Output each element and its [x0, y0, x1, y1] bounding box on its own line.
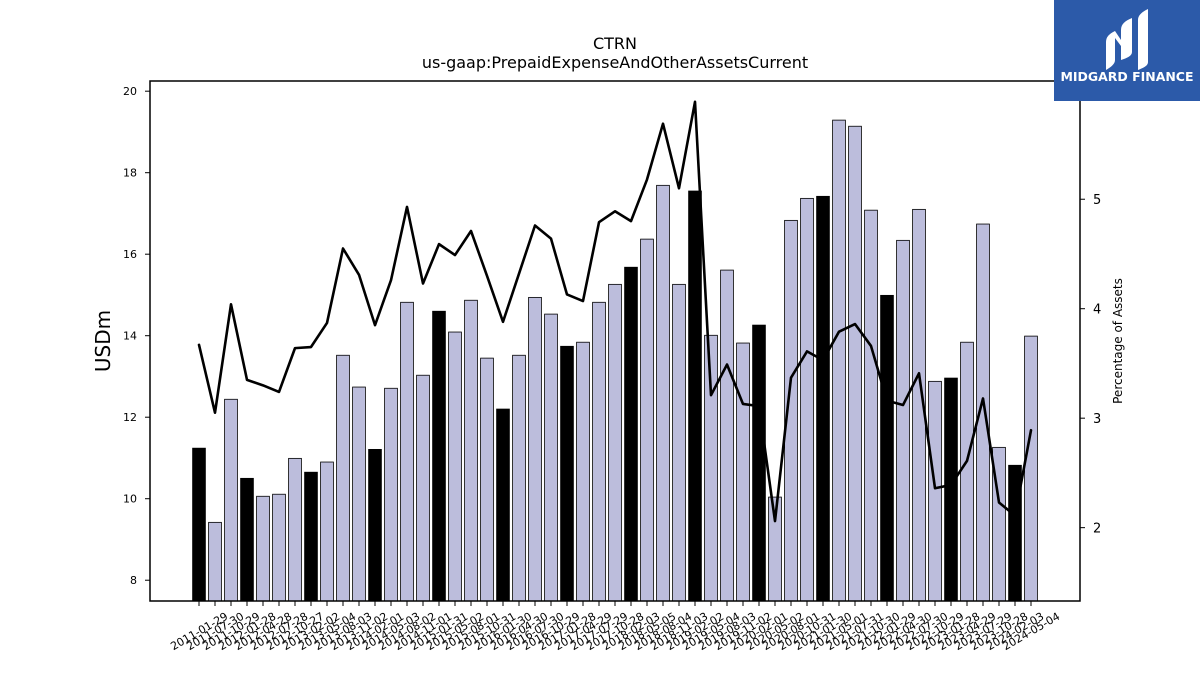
bar — [448, 331, 462, 601]
bar — [864, 209, 878, 601]
bar — [896, 239, 910, 601]
bar — [272, 493, 286, 601]
bar — [960, 341, 974, 601]
bar — [576, 341, 590, 601]
y-tick-label: 14 — [123, 330, 137, 343]
bar — [624, 266, 638, 601]
bar — [640, 238, 654, 601]
bar — [384, 387, 398, 601]
y-tick-label: 8 — [130, 574, 137, 587]
bar — [256, 495, 270, 601]
y-axis-label: USDm — [91, 310, 115, 372]
bar — [288, 457, 302, 601]
y2-axis-label: Percentage of Assets — [1111, 278, 1125, 404]
right-axis: 2 3 4 5 — [1080, 193, 1101, 537]
bar — [752, 324, 766, 601]
chart-subtitle: us-gaap:PrepaidExpenseAndOtherAssetsCurr… — [422, 53, 808, 72]
left-axis: 8 10 12 14 16 18 20 — [123, 85, 150, 587]
bar — [480, 357, 494, 601]
bar — [848, 125, 862, 601]
y2-tick-label: 5 — [1093, 193, 1101, 208]
bar — [192, 447, 206, 601]
bar — [672, 283, 686, 601]
bar — [736, 342, 750, 601]
bar — [784, 219, 798, 601]
y-tick-label: 18 — [123, 167, 137, 180]
bar — [880, 294, 894, 601]
bar — [496, 408, 510, 601]
bar — [944, 377, 958, 601]
bar — [240, 477, 254, 601]
y-tick-label: 20 — [123, 85, 137, 98]
y2-tick-label: 3 — [1093, 412, 1101, 427]
bar — [720, 269, 734, 601]
x-axis: 2011-01-292011-07-302011-10-292012-01-28… — [168, 601, 1062, 653]
bar — [528, 296, 542, 601]
bar — [928, 380, 942, 601]
bar — [800, 197, 814, 601]
bar — [464, 299, 478, 601]
bar-series — [192, 119, 1038, 601]
bar — [336, 354, 350, 601]
bar — [832, 119, 846, 601]
bar — [400, 301, 414, 601]
bar — [320, 461, 334, 601]
bar — [688, 190, 702, 601]
line-series — [197, 100, 1033, 523]
midgard-logo-icon — [1106, 9, 1148, 70]
percentage-of-assets-line — [197, 100, 1033, 523]
logo: MIDGARD FINANCE — [1054, 0, 1200, 101]
chart-title: CTRN — [593, 34, 637, 53]
bar — [608, 283, 622, 601]
bar — [768, 496, 782, 601]
bar — [432, 310, 446, 601]
bar — [208, 521, 222, 601]
y-tick-label: 16 — [123, 248, 137, 261]
bar — [352, 386, 366, 601]
bar — [912, 208, 926, 601]
bar — [416, 374, 430, 601]
bar — [304, 471, 318, 601]
bar — [560, 345, 574, 601]
y-tick-label: 10 — [123, 493, 137, 506]
bar — [656, 184, 670, 601]
bar — [368, 448, 382, 601]
bar — [816, 195, 830, 601]
logo-text: MIDGARD FINANCE — [1061, 69, 1194, 84]
y2-tick-label: 2 — [1093, 522, 1101, 537]
bar — [1024, 335, 1038, 601]
bar — [512, 354, 526, 601]
bar — [544, 313, 558, 601]
y-tick-label: 12 — [123, 411, 137, 424]
bar — [592, 301, 606, 601]
bar — [704, 334, 718, 601]
y2-tick-label: 4 — [1093, 303, 1101, 318]
bar — [224, 398, 238, 601]
bar — [976, 223, 990, 601]
